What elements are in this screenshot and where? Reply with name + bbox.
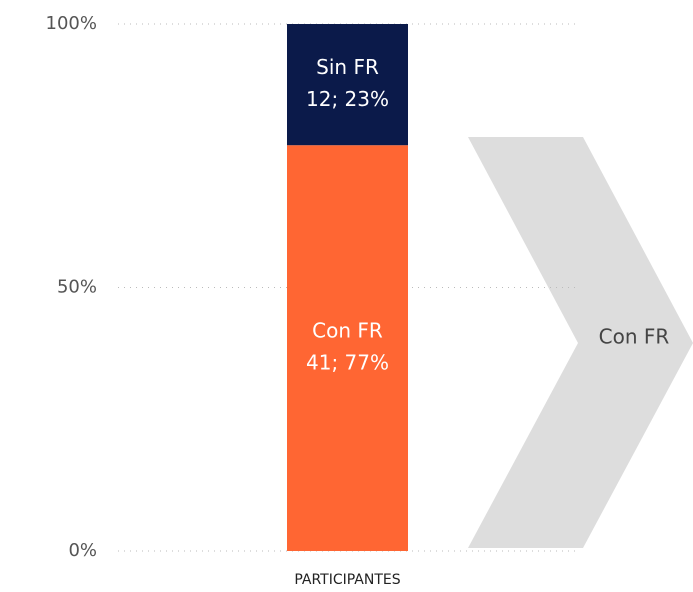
segment-name: Con FR bbox=[312, 319, 383, 343]
y-tick-label: 100% bbox=[46, 13, 97, 34]
data-label: 12; 23% bbox=[306, 87, 389, 111]
segment-name: Sin FR bbox=[316, 55, 379, 79]
annotation: Con FR bbox=[599, 325, 670, 349]
bar-segment bbox=[287, 24, 408, 146]
y-tick-label: 50% bbox=[57, 277, 97, 298]
x-tick-label: PARTICIPANTES bbox=[294, 572, 400, 588]
y-tick-label: 0% bbox=[68, 540, 97, 561]
data-label: 41; 77% bbox=[306, 351, 389, 375]
chevron bbox=[468, 137, 693, 548]
bar-segment bbox=[287, 145, 408, 551]
